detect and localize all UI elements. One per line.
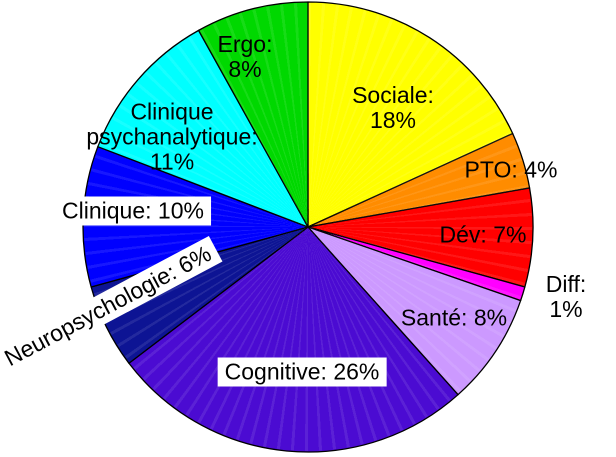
pie-slice-cognitive <box>128 226 459 453</box>
pie-slice-sociale <box>307 1 514 228</box>
pie-slice-sant- <box>307 226 522 396</box>
pie-slice-clinique-psychanalytique <box>97 29 309 228</box>
pie-slice-ergo <box>197 1 309 228</box>
